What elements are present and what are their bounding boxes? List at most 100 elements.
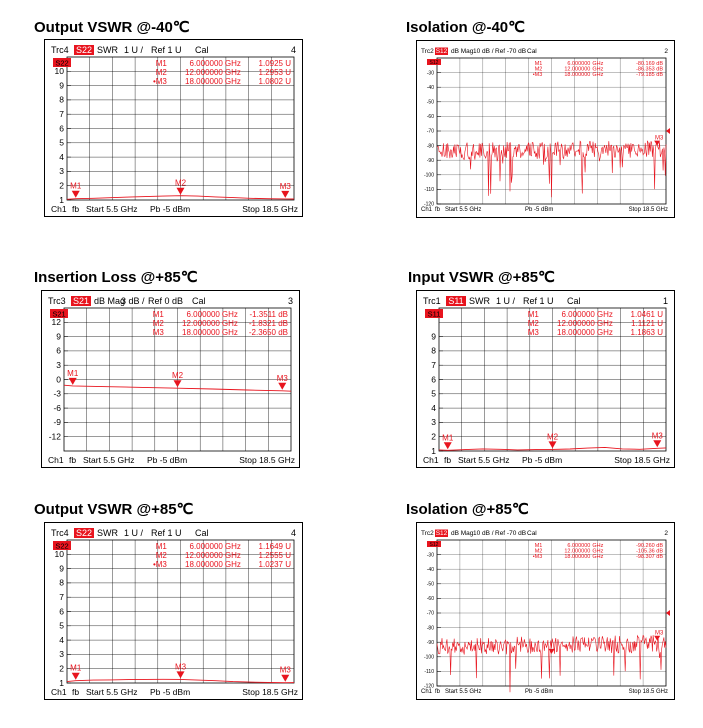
- marker-tag: M3: [280, 182, 292, 191]
- marker-unit: GHz: [225, 68, 241, 77]
- y-tick-label: 6: [59, 123, 64, 133]
- chart-title-6: Isolation @+85℃: [406, 501, 529, 518]
- ref-box: [427, 541, 441, 547]
- y-tick-label: -90: [427, 640, 434, 646]
- ref-box-label: S12: [430, 542, 439, 548]
- marker-freq: 18.000000: [564, 72, 590, 78]
- chart-svg: Trc1 S11 SWR 1 U / Ref 1 U Cal 1 9 8 7 6 5 4 3 2 1 S11 M1…: [423, 296, 670, 465]
- marker-unit: GHz: [222, 319, 238, 328]
- marker-triangle: [654, 140, 661, 146]
- y-tick-label: -100: [424, 654, 434, 660]
- marker-unit: GHz: [592, 67, 603, 73]
- marker-freq: 6.000000: [187, 310, 221, 319]
- footer-channel: Ch1: [423, 455, 439, 465]
- footer-start: Start 5.5 GHz: [458, 455, 510, 465]
- marker-triangle: [548, 648, 555, 654]
- footer-stop: Stop 18.5 GHz: [242, 687, 298, 697]
- marker-unit: GHz: [592, 554, 603, 560]
- marker-name: M3: [153, 328, 165, 337]
- marker-triangle: [176, 671, 185, 679]
- marker-unit: GHz: [597, 310, 613, 319]
- marker-freq: 18.000000: [185, 77, 223, 86]
- marker-value: -98.307 dB: [636, 554, 663, 560]
- param-label: S22: [76, 45, 92, 55]
- footer-power: Pb -5 dBm: [150, 204, 190, 214]
- chart-panel: Trc1 S11 SWR 1 U / Ref 1 U Cal 1 9 8 7 6 5 4 3 2 1 S11 M1…: [416, 290, 675, 468]
- marker-name: M1: [156, 59, 168, 68]
- marker-freq: 6.000000: [562, 310, 596, 319]
- marker-triangle: [278, 382, 287, 390]
- chart-svg: Trc4 S22 SWR 1 U / Ref 1 U Cal 4 10 9 8 7 6 5 4 3 2 1 S22…: [51, 528, 298, 697]
- param-tag: [71, 296, 91, 306]
- marker-triangle: [68, 377, 77, 385]
- trace-number: 3: [288, 296, 293, 306]
- footer-power: Pb -5 dBm: [525, 689, 553, 695]
- cal-label: Cal: [192, 296, 206, 306]
- footer-channel: Ch1: [421, 207, 433, 213]
- y-tick-label: -50: [427, 99, 434, 105]
- param-label: S12: [436, 48, 448, 55]
- y-tick-label: 3: [59, 649, 64, 659]
- footer-stop: Stop 18.5 GHz: [629, 689, 668, 695]
- y-tick-label: 1: [59, 678, 64, 688]
- marker-tag: M1: [442, 433, 454, 442]
- y-tick-label: 7: [431, 360, 436, 370]
- footer-start: Start 5.5 GHz: [86, 204, 138, 214]
- marker-triangle: [653, 440, 662, 448]
- cal-label: Cal: [567, 296, 581, 306]
- y-tick-label: 2: [59, 664, 64, 674]
- ref-arrow: [666, 128, 670, 134]
- marker-freq: 12.000000: [182, 319, 220, 328]
- footer-power: Pb -5 dBm: [522, 455, 562, 465]
- marker-tag: M1: [67, 369, 79, 378]
- cal-label: Cal: [527, 48, 537, 55]
- footer-stop: Stop 18.5 GHz: [614, 455, 670, 465]
- marker-value: 1.1863 U: [631, 328, 664, 337]
- marker-triangle: [176, 187, 185, 195]
- marker-triangle: [281, 190, 290, 198]
- param-tag: [74, 528, 94, 538]
- trace-line: [438, 446, 667, 451]
- y-tick-label: -6: [53, 403, 61, 413]
- y-tick-label: 8: [59, 95, 64, 105]
- format-label: SWR: [97, 45, 118, 55]
- footer-fb: fb: [72, 687, 79, 697]
- trace-line: [66, 678, 295, 684]
- footer-stop: Stop 18.5 GHz: [242, 204, 298, 214]
- param-label: S21: [73, 296, 89, 306]
- marker-name: M2: [535, 67, 543, 73]
- marker-triangle: [548, 441, 557, 449]
- ref-box-label: S12: [430, 60, 439, 66]
- marker-name: M1: [528, 310, 540, 319]
- param-tag: [446, 296, 466, 306]
- param-label: S12: [436, 530, 448, 537]
- y-tick-label: 8: [59, 578, 64, 588]
- marker-name: M1: [535, 543, 543, 549]
- marker-freq: 12.000000: [185, 68, 223, 77]
- y-tick-label: -40: [427, 567, 434, 573]
- chart-title-1: Output VSWR @-40℃: [34, 19, 190, 36]
- y-tick-label: -80: [427, 143, 434, 149]
- marker-tag: M2: [547, 432, 559, 441]
- chart-panel: Trc4 S22 SWR 1 U / Ref 1 U Cal 4 10 9 8 7 6 5 4 3 2 1 S22…: [44, 522, 303, 700]
- marker-unit: GHz: [225, 77, 241, 86]
- y-tick-label: 6: [431, 374, 436, 384]
- marker-value: -79.185 dB: [636, 72, 663, 78]
- ref-box-label: S11: [428, 310, 441, 319]
- ref-arrow: [666, 610, 670, 616]
- y-tick-label: 4: [431, 403, 436, 413]
- param-label: S22: [76, 528, 92, 538]
- scale-label: 3 dB /: [121, 296, 145, 306]
- footer-fb: fb: [444, 455, 451, 465]
- y-tick-label: -3: [53, 389, 61, 399]
- trace-line: [66, 195, 295, 200]
- scale-label: 1 U /: [124, 528, 144, 538]
- scale-label: 10 dB /: [473, 530, 494, 537]
- y-tick-label: 2: [431, 432, 436, 442]
- trace-line: [63, 384, 292, 392]
- marker-value: 1.0802 U: [259, 77, 292, 86]
- marker-tag: M3: [175, 662, 187, 671]
- trace-number: 2: [664, 48, 668, 55]
- marker-name: M2: [535, 549, 543, 555]
- chart-title-5: Output VSWR @+85℃: [34, 501, 194, 518]
